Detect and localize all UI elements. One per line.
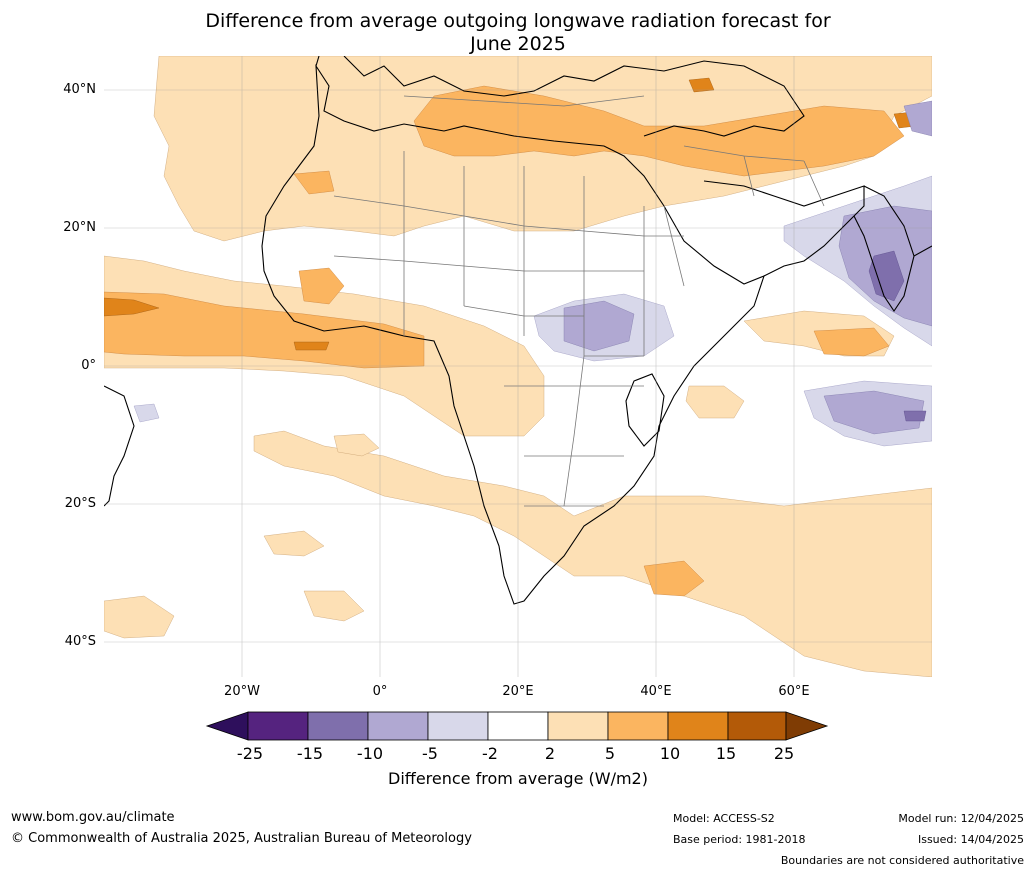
footer-copyright: © Commonwealth of Australia 2025, Austra… (11, 831, 472, 846)
footer-model: Model: ACCESS-S2 (673, 812, 775, 825)
lon-label-40e: 40°E (640, 684, 672, 699)
colorbar-svg (205, 711, 829, 741)
colorbar-tick-5: 2 (544, 744, 556, 763)
footer-disclaimer: Boundaries are not considered authoritat… (780, 854, 1024, 867)
lat-label-20n: 20°N (63, 220, 96, 235)
colorbar-tick-3: -5 (422, 744, 438, 763)
lon-label-20e: 20°E (502, 684, 534, 699)
colorbar-tick-2: -10 (356, 744, 384, 763)
colorbar-swatch-0 (205, 711, 249, 741)
map-title: Difference from average outgoing longwav… (104, 10, 932, 56)
footer-base-period: Base period: 1981-2018 (673, 833, 806, 846)
colorbar-tick-6: 5 (604, 744, 616, 763)
colorbar-swatch-2 (307, 711, 369, 741)
olr-anomaly-map (104, 56, 932, 677)
country-borders (333, 95, 825, 507)
colorbar-tick-9: 25 (773, 744, 795, 763)
lat-label-40s: 40°S (64, 634, 96, 649)
map-canvas (104, 56, 932, 677)
lon-label-0: 0° (372, 684, 388, 699)
colorbar-tick-7: 10 (659, 744, 681, 763)
lon-label-20w: 20°W (224, 684, 260, 699)
lat-label-40n: 40°N (63, 82, 96, 97)
footer-issued: Issued: 14/04/2025 (917, 833, 1024, 846)
colorbar-tick-1: -15 (296, 744, 324, 763)
colorbar (200, 710, 840, 750)
lat-label-0: 0° (81, 358, 96, 373)
colorbar-title: Difference from average (W/m2) (388, 769, 648, 788)
footer-website: www.bom.gov.au/climate (11, 810, 175, 825)
colorbar-tick-4: -2 (482, 744, 498, 763)
coastlines (104, 56, 932, 605)
colorbar-swatch-4 (427, 711, 489, 741)
colorbar-swatch-7 (607, 711, 669, 741)
colorbar-tick-0: -25 (236, 744, 264, 763)
colorbar-swatch-10 (785, 711, 829, 741)
anomaly-field-minus10-to-minus15 (868, 250, 927, 422)
lon-label-60e: 60°E (778, 684, 810, 699)
footer-model-run: Model run: 12/04/2025 (898, 812, 1024, 825)
colorbar-swatch-6 (547, 711, 609, 741)
graticule (104, 56, 932, 677)
colorbar-swatch-8 (667, 711, 729, 741)
colorbar-swatch-1 (247, 711, 309, 741)
colorbar-swatch-3 (367, 711, 429, 741)
colorbar-swatch-9 (727, 711, 787, 741)
lat-label-20s: 20°S (64, 496, 96, 511)
map-title-line1: Difference from average outgoing longwav… (205, 10, 831, 32)
colorbar-swatch-5 (487, 711, 549, 741)
map-title-line2: June 2025 (470, 33, 566, 55)
colorbar-tick-8: 15 (715, 744, 737, 763)
